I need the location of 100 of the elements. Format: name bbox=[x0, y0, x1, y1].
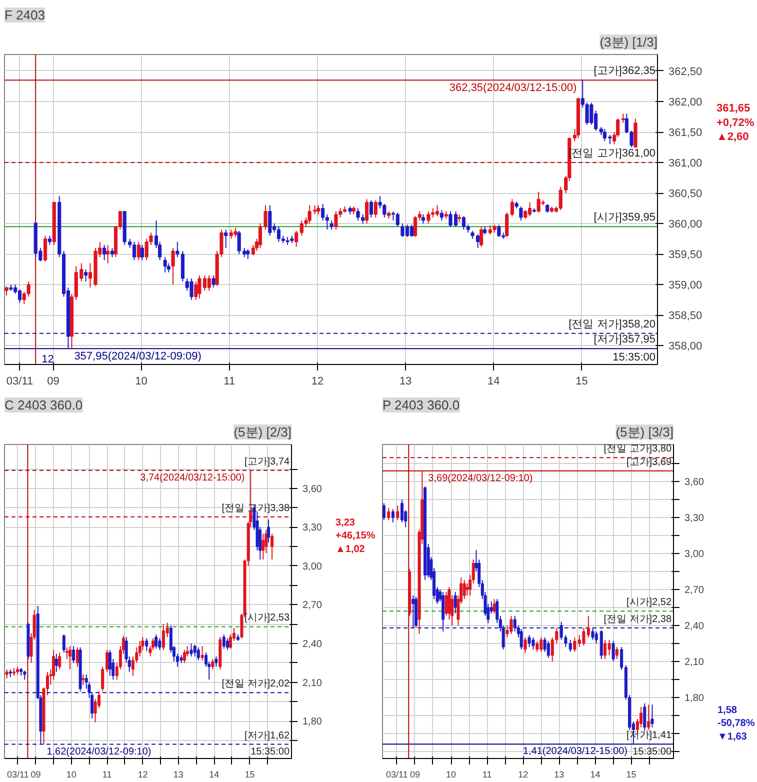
candlestick bbox=[528, 202, 532, 217]
y-tick-label: 3,00 bbox=[302, 561, 322, 572]
candlestick bbox=[320, 204, 325, 221]
ref-line-label: [고가]3,74 bbox=[244, 456, 290, 468]
y-tick-label: 3,30 bbox=[302, 522, 322, 534]
candlestick bbox=[444, 591, 448, 616]
candlestick bbox=[612, 640, 615, 662]
y-tick-label: 361,50 bbox=[668, 127, 702, 139]
ref-line-label: [저가]357,95 bbox=[594, 334, 656, 346]
candlestick bbox=[54, 653, 58, 672]
y-tick-label: 3,00 bbox=[684, 549, 704, 560]
y-tick-label: 3,30 bbox=[684, 513, 704, 524]
candlestick bbox=[396, 212, 400, 228]
candlestick bbox=[510, 615, 513, 634]
chart-title: C 2403 360.0 bbox=[4, 398, 83, 412]
candlestick bbox=[110, 247, 114, 258]
chart-subtitle: (5분) [3/3] bbox=[616, 424, 674, 440]
text: 3,23 +46,15% ▲1,02 bbox=[336, 518, 376, 555]
text: 361,65 +0,72% ▲2,60 bbox=[716, 102, 754, 144]
candlestick bbox=[106, 244, 110, 264]
ref-line-label: [전일 저가]2,38 bbox=[604, 614, 672, 625]
x-tick-label: 09 bbox=[30, 770, 41, 780]
ref-line-label: [저가]1,62 bbox=[244, 730, 290, 742]
y-tick-label: 359,00 bbox=[668, 280, 702, 292]
candlestick bbox=[182, 649, 186, 664]
candlestick bbox=[615, 646, 618, 660]
candlestick bbox=[43, 235, 48, 262]
annotation: 362,35(2024/03/12-15:00) bbox=[449, 82, 577, 94]
candlestick bbox=[226, 638, 229, 650]
x-tick-label: 14 bbox=[209, 770, 220, 780]
y-tick-label: 358,00 bbox=[668, 340, 702, 353]
candlestick bbox=[154, 634, 158, 650]
candlestick bbox=[266, 518, 270, 544]
annotation: 12 bbox=[42, 354, 54, 366]
candlestick bbox=[102, 244, 106, 261]
x-tick-label: 11 bbox=[224, 376, 236, 388]
candlestick bbox=[492, 598, 496, 614]
ref-line-label: [시가]2,53 bbox=[244, 612, 290, 624]
ref-line-label: [시가]2,52 bbox=[626, 597, 672, 608]
text: 1,58 -50,78% ▼1,63 bbox=[718, 705, 755, 742]
candlestick bbox=[334, 210, 338, 230]
x-tick-label: 14 bbox=[590, 770, 600, 780]
x-tick-label: 13 bbox=[399, 376, 412, 388]
candlestick bbox=[276, 226, 281, 242]
annotation: 357,95(2024/03/12-09:09) bbox=[74, 350, 202, 363]
candlestick bbox=[246, 248, 250, 260]
candlestick bbox=[374, 200, 378, 218]
candlestick bbox=[264, 204, 268, 230]
x-tick-label: 13 bbox=[554, 770, 564, 780]
y-tick-label: 2,70 bbox=[684, 585, 704, 596]
candlestick bbox=[212, 274, 216, 288]
candlestick bbox=[454, 591, 457, 614]
y-tick-label: 2,70 bbox=[302, 600, 322, 612]
candlestick bbox=[211, 658, 214, 670]
candlestick bbox=[270, 533, 274, 560]
candlestick bbox=[145, 638, 148, 652]
candlestick bbox=[224, 229, 228, 248]
candlestick bbox=[23, 670, 26, 680]
candlestick bbox=[413, 216, 418, 238]
candlestick bbox=[365, 198, 369, 224]
annotation: 1,41(2024/03/12-15:00) bbox=[522, 746, 628, 758]
candlestick bbox=[536, 640, 539, 652]
ref-line-label: [고가]362,35 bbox=[594, 65, 656, 78]
candlestick bbox=[158, 638, 162, 650]
annotation: 15:35:00 bbox=[250, 746, 290, 758]
candlestick bbox=[171, 247, 175, 286]
candlestick bbox=[532, 636, 535, 650]
chart-title: F 2403 bbox=[4, 8, 45, 22]
x-tick-label: 12 bbox=[138, 770, 148, 780]
candlestick bbox=[480, 226, 484, 248]
ref-line-label: [전일 고가]3,80 bbox=[604, 444, 672, 455]
candlestick bbox=[396, 505, 400, 521]
candlestick bbox=[410, 224, 414, 238]
y-tick-label: 2,10 bbox=[684, 656, 704, 668]
candlestick bbox=[442, 591, 445, 632]
x-tick-label: 03/11 bbox=[386, 770, 408, 780]
x-tick-label: 12 bbox=[311, 376, 324, 388]
chart-title: P 2403 360.0 bbox=[382, 398, 460, 412]
x-tick-label: 10 bbox=[135, 376, 148, 388]
y-tick-label: 362,50 bbox=[668, 66, 702, 78]
y-tick-label: 1,80 bbox=[684, 692, 704, 704]
y-tick-label: 3,60 bbox=[684, 477, 704, 488]
candlestick bbox=[594, 630, 598, 644]
x-tick-label: 09 bbox=[410, 770, 420, 780]
y-tick-label: 2,40 bbox=[302, 638, 322, 650]
candlestick bbox=[18, 288, 22, 304]
candlestick bbox=[132, 241, 136, 261]
candlestick bbox=[62, 634, 66, 654]
annotation: 15:35:00 bbox=[612, 352, 656, 364]
candlestick bbox=[262, 533, 265, 560]
candlestick bbox=[26, 281, 30, 298]
x-tick-label: 03/11 bbox=[6, 770, 29, 780]
candlestick bbox=[108, 649, 112, 676]
y-tick-label: 361,00 bbox=[668, 158, 702, 170]
candlestick bbox=[519, 206, 523, 221]
candlestick bbox=[190, 642, 193, 657]
y-tick-label: 2,40 bbox=[684, 620, 704, 632]
candlestick bbox=[330, 220, 334, 230]
candlestick bbox=[387, 508, 390, 521]
x-tick-label: 11 bbox=[102, 770, 112, 780]
